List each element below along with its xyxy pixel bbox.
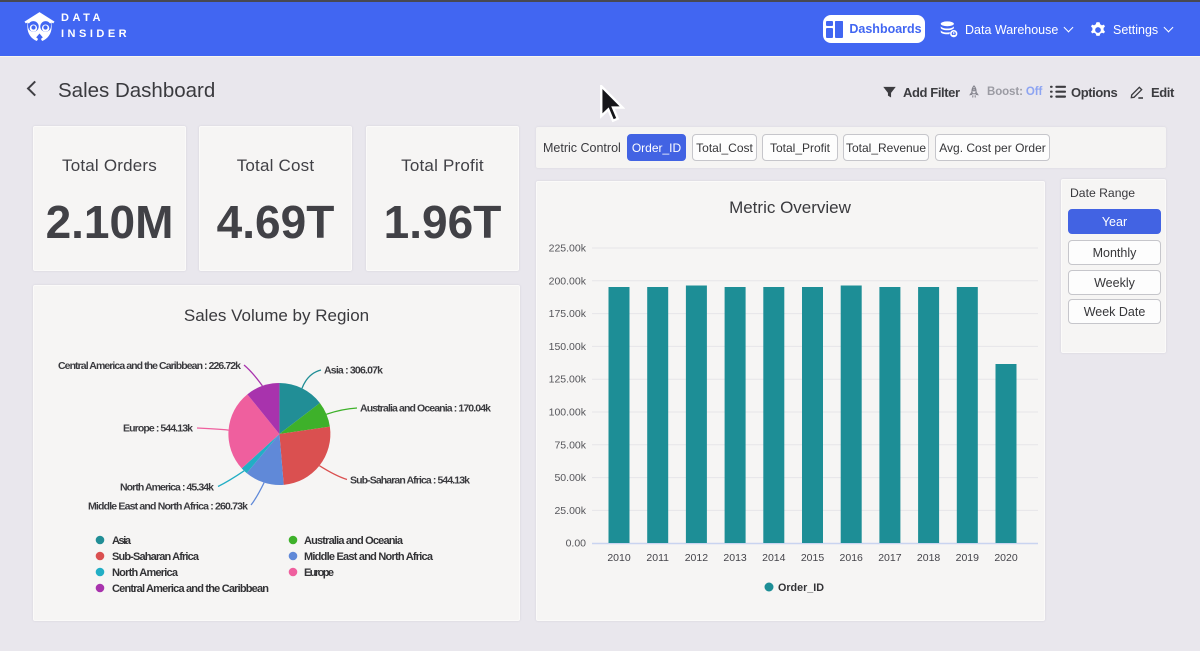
svg-text:2017: 2017 bbox=[878, 552, 902, 564]
svg-text:Asia : 306.07k: Asia : 306.07k bbox=[324, 365, 383, 377]
svg-text:225.00k: 225.00k bbox=[549, 243, 587, 255]
svg-text:2016: 2016 bbox=[840, 552, 864, 564]
svg-text:2014: 2014 bbox=[762, 552, 786, 564]
svg-text:2018: 2018 bbox=[917, 552, 941, 564]
svg-text:Australia and Oceania: Australia and Oceania bbox=[304, 535, 404, 547]
svg-text:125.00k: 125.00k bbox=[549, 374, 587, 386]
svg-text:150.00k: 150.00k bbox=[549, 341, 587, 353]
svg-text:2010: 2010 bbox=[607, 552, 631, 564]
svg-text:Asia: Asia bbox=[112, 535, 132, 547]
svg-text:North America: North America bbox=[112, 567, 179, 579]
svg-text:175.00k: 175.00k bbox=[549, 308, 587, 320]
svg-text:2011: 2011 bbox=[646, 552, 669, 564]
svg-text:Europe : 544.13k: Europe : 544.13k bbox=[123, 423, 193, 435]
svg-text:2012: 2012 bbox=[685, 552, 709, 564]
svg-text:75.00k: 75.00k bbox=[554, 439, 586, 451]
svg-text:2013: 2013 bbox=[723, 552, 747, 564]
svg-text:200.00k: 200.00k bbox=[549, 275, 587, 287]
svg-text:Australia and Oceania : 170.04: Australia and Oceania : 170.04k bbox=[360, 403, 491, 415]
svg-text:Central America and the Caribb: Central America and the Caribbean : 226.… bbox=[58, 360, 241, 372]
svg-text:Central America and the Caribb: Central America and the Caribbean bbox=[112, 583, 269, 595]
svg-text:2020: 2020 bbox=[994, 552, 1018, 564]
svg-text:25.00k: 25.00k bbox=[554, 505, 586, 517]
svg-text:North America : 45.34k: North America : 45.34k bbox=[120, 482, 214, 494]
svg-text:Metric Overview: Metric Overview bbox=[729, 198, 852, 217]
svg-text:Europe: Europe bbox=[304, 567, 334, 579]
svg-text:0.00: 0.00 bbox=[566, 538, 587, 550]
svg-text:Order_ID: Order_ID bbox=[778, 582, 824, 594]
svg-text:2019: 2019 bbox=[956, 552, 980, 564]
svg-text:100.00k: 100.00k bbox=[549, 407, 587, 419]
svg-text:Middle East and North Africa :: Middle East and North Africa : 260.73k bbox=[88, 501, 248, 513]
svg-text:Sub-Saharan Africa: Sub-Saharan Africa bbox=[112, 551, 200, 563]
svg-text:Middle East and North Africa: Middle East and North Africa bbox=[304, 551, 434, 563]
svg-text:2015: 2015 bbox=[801, 552, 825, 564]
svg-text:Sub-Saharan Africa : 544.13k: Sub-Saharan Africa : 544.13k bbox=[350, 475, 470, 487]
svg-text:50.00k: 50.00k bbox=[554, 472, 586, 484]
